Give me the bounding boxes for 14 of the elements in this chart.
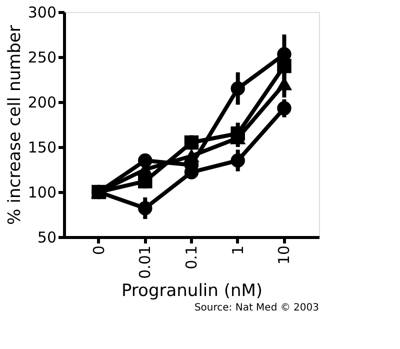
- y-axis-title: % increase cell number: [4, 25, 25, 225]
- x-tick-label: 0: [90, 246, 108, 256]
- x-tick-label: 0.01: [136, 246, 154, 279]
- x-tick-label: 0.1: [182, 246, 200, 270]
- y-tick-label: 100: [28, 184, 56, 202]
- y-tick-label: 250: [28, 48, 56, 66]
- x-tick-label: 10: [275, 246, 294, 265]
- y-tick-label: 150: [28, 138, 56, 156]
- y-tick-label: 300: [28, 4, 56, 22]
- y-tick-label: 50: [37, 228, 56, 246]
- x-tick-label: 1: [228, 246, 247, 256]
- x-axis-title: Progranulin (nM): [121, 280, 263, 301]
- source-note: Source: Nat Med © 2003: [194, 302, 319, 314]
- y-tick-label: 200: [28, 94, 56, 112]
